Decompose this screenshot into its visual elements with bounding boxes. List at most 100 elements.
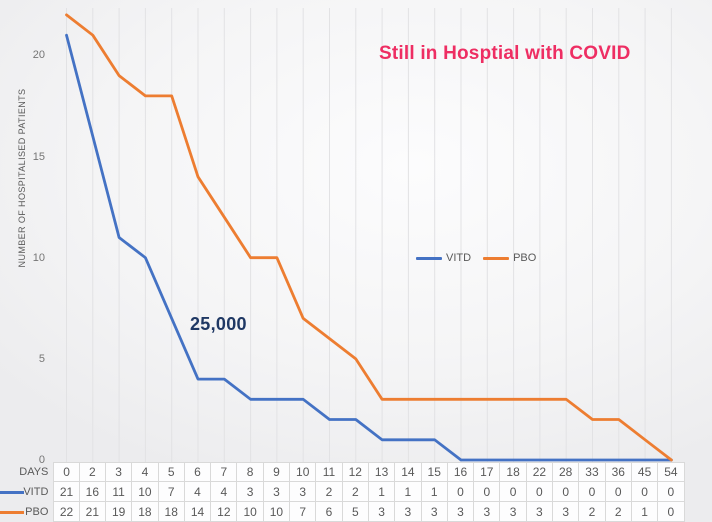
table-cell-pbo-22: 3 bbox=[526, 502, 554, 522]
table-cell-pbo-8: 10 bbox=[237, 502, 264, 522]
table-cell-days-16: 16 bbox=[447, 462, 475, 482]
table-cell-pbo-11: 6 bbox=[316, 502, 343, 522]
table-cell-vitd-18: 0 bbox=[500, 482, 527, 502]
table-cell-pbo-3: 19 bbox=[105, 502, 133, 522]
table-cell-pbo-4: 18 bbox=[132, 502, 159, 522]
legend-swatch-vitd bbox=[416, 256, 442, 260]
table-cell-pbo-18: 3 bbox=[500, 502, 527, 522]
table-row-label-vitd: VITD bbox=[0, 482, 53, 502]
table-cell-days-10: 10 bbox=[290, 462, 317, 482]
table-cell-vitd-7: 4 bbox=[211, 482, 238, 502]
legend-swatch-pbo bbox=[483, 256, 510, 260]
table-cell-pbo-33: 2 bbox=[579, 502, 606, 522]
table-cell-pbo-15: 3 bbox=[421, 502, 448, 522]
table-cell-pbo-12: 5 bbox=[342, 502, 369, 522]
table-cell-vitd-0: 21 bbox=[53, 482, 80, 502]
table-cell-vitd-12: 2 bbox=[342, 482, 369, 502]
annotation-25000: 25,000 bbox=[190, 314, 247, 334]
table-cell-pbo-7: 12 bbox=[211, 502, 238, 522]
table-cell-pbo-17: 3 bbox=[474, 502, 501, 522]
table-row-label-pbo: PBO bbox=[0, 502, 53, 522]
legend-item-vitd: VITD bbox=[416, 252, 471, 264]
table-cell-vitd-16: 0 bbox=[447, 482, 475, 502]
table-cell-vitd-4: 10 bbox=[132, 482, 159, 502]
table-cell-pbo-0: 22 bbox=[53, 502, 80, 522]
table-cell-days-33: 33 bbox=[579, 462, 606, 482]
table-cell-vitd-54: 0 bbox=[658, 482, 685, 502]
table-cell-days-15: 15 bbox=[421, 462, 448, 482]
y-axis-title: NUMBER OF HOSPITALISED PATIENTS bbox=[17, 88, 27, 268]
table-cell-pbo-9: 10 bbox=[263, 502, 291, 522]
table-cell-pbo-13: 3 bbox=[368, 502, 396, 522]
table-cell-vitd-28: 0 bbox=[553, 482, 580, 502]
table-cell-vitd-14: 1 bbox=[395, 482, 422, 502]
table-cell-vitd-17: 0 bbox=[474, 482, 501, 502]
pbo-line bbox=[65, 13, 673, 462]
table-cell-vitd-2: 16 bbox=[79, 482, 106, 502]
table-cell-days-12: 12 bbox=[342, 462, 369, 482]
line-chart-plot bbox=[65, 8, 673, 462]
table-cell-pbo-10: 7 bbox=[290, 502, 317, 522]
table-cell-vitd-15: 1 bbox=[421, 482, 448, 502]
table-cell-vitd-6: 4 bbox=[184, 482, 212, 502]
table-cell-pbo-36: 2 bbox=[605, 502, 632, 522]
table-cell-days-3: 3 bbox=[105, 462, 133, 482]
table-cell-days-18: 18 bbox=[500, 462, 527, 482]
table-row-label-days: DAYS bbox=[0, 462, 53, 482]
table-cell-vitd-11: 2 bbox=[316, 482, 343, 502]
table-cell-days-13: 13 bbox=[368, 462, 396, 482]
table-cell-pbo-54: 0 bbox=[658, 502, 685, 522]
table-cell-pbo-45: 1 bbox=[631, 502, 659, 522]
table-cell-pbo-2: 21 bbox=[79, 502, 106, 522]
table-cell-vitd-13: 1 bbox=[368, 482, 396, 502]
table-row-label-pbo-text: PBO bbox=[25, 506, 49, 518]
y-axis-tick-label: 20 bbox=[32, 49, 45, 62]
legend-item-pbo: PBO bbox=[483, 252, 536, 264]
table-cell-vitd-9: 3 bbox=[263, 482, 291, 502]
table-cell-days-8: 8 bbox=[237, 462, 264, 482]
legend-label-vitd: VITD bbox=[446, 252, 472, 264]
table-cell-vitd-33: 0 bbox=[579, 482, 606, 502]
table-cell-pbo-14: 3 bbox=[395, 502, 422, 522]
table-cell-pbo-28: 3 bbox=[553, 502, 580, 522]
table-cell-days-45: 45 bbox=[631, 462, 659, 482]
table-cell-vitd-8: 3 bbox=[237, 482, 264, 502]
table-cell-vitd-3: 11 bbox=[105, 482, 133, 502]
chart-legend: VITD PBO bbox=[416, 252, 536, 264]
y-axis-tick-label: 0 bbox=[38, 454, 45, 466]
table-cell-pbo-5: 18 bbox=[158, 502, 185, 522]
data-table: DAYS 0 2 3 4 5 6 7 8 9 10 11 12 13 14 15 16 17 18 22 28 33 36 4… bbox=[0, 462, 685, 522]
table-row-label-days-text: DAYS bbox=[19, 466, 49, 478]
table-cell-pbo-16: 3 bbox=[447, 502, 475, 522]
chart-title: Still in Hosptial with COVID bbox=[379, 43, 631, 64]
table-cell-days-6: 6 bbox=[184, 462, 212, 482]
table-cell-days-54: 54 bbox=[658, 462, 685, 482]
table-cell-days-5: 5 bbox=[158, 462, 185, 482]
table-cell-days-17: 17 bbox=[474, 462, 501, 482]
table-row-label-vitd-key-icon bbox=[0, 490, 24, 494]
table-cell-vitd-22: 0 bbox=[526, 482, 554, 502]
table-row-label-pbo-key-icon bbox=[0, 510, 24, 514]
vitd-line bbox=[65, 33, 673, 462]
table-cell-days-36: 36 bbox=[605, 462, 632, 482]
table-cell-days-2: 2 bbox=[79, 462, 106, 482]
table-cell-vitd-45: 0 bbox=[631, 482, 659, 502]
table-cell-vitd-10: 3 bbox=[290, 482, 317, 502]
table-cell-days-9: 9 bbox=[263, 462, 291, 482]
table-cell-vitd-5: 7 bbox=[158, 482, 185, 502]
table-cell-vitd-36: 0 bbox=[605, 482, 632, 502]
table-row-label-vitd-text: VITD bbox=[23, 486, 49, 498]
table-cell-days-14: 14 bbox=[395, 462, 422, 482]
table-cell-days-28: 28 bbox=[553, 462, 580, 482]
legend-label-pbo: PBO bbox=[513, 252, 537, 264]
y-axis-tick-label: 15 bbox=[32, 150, 45, 163]
table-cell-days-11: 11 bbox=[316, 462, 343, 482]
y-axis-tick-label: 5 bbox=[38, 352, 45, 365]
table-cell-days-22: 22 bbox=[526, 462, 554, 482]
table-cell-days-4: 4 bbox=[132, 462, 159, 482]
table-cell-days-0: 0 bbox=[53, 462, 80, 482]
y-axis-tick-label: 10 bbox=[32, 251, 45, 264]
table-cell-days-7: 7 bbox=[211, 462, 238, 482]
table-cell-pbo-6: 14 bbox=[184, 502, 212, 522]
